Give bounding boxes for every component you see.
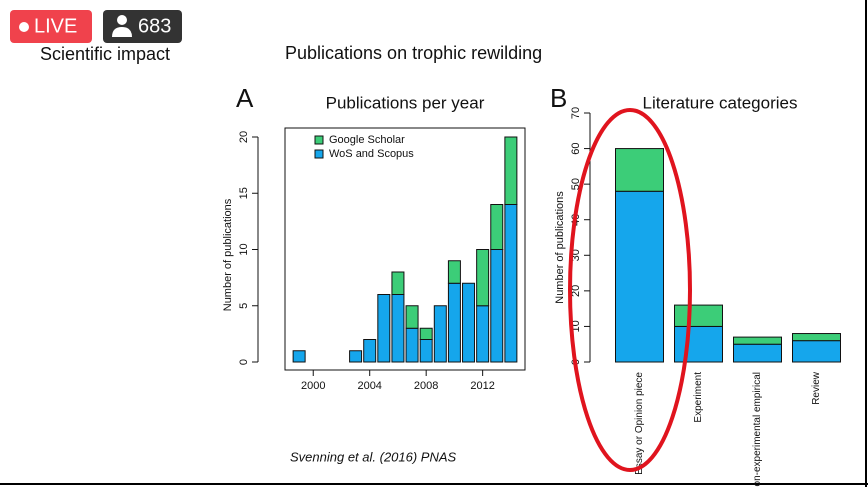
live-dot	[19, 22, 29, 32]
bar-segment	[405, 305, 419, 329]
legend-label: Google Scholar	[329, 134, 405, 146]
y-tick-label: 0	[238, 359, 250, 365]
bar-segment	[349, 350, 363, 363]
viewer-icon	[112, 27, 132, 37]
x-tick-label: 2012	[470, 380, 494, 392]
bar-segment	[733, 343, 782, 363]
citation: Svenning et al. (2016) PNAS	[290, 449, 457, 464]
bar-segment	[391, 271, 405, 295]
panel-label: A	[236, 83, 254, 113]
bar-segment	[419, 327, 433, 340]
chart-title: Literature categories	[643, 93, 798, 112]
y-tick-label: 20	[570, 285, 582, 297]
bar-segment	[363, 339, 377, 363]
y-tick-label: 5	[238, 303, 250, 309]
slide-title: Publications on trophic rewilding	[285, 43, 542, 63]
x-tick-label: 2004	[357, 380, 381, 392]
bar-segment	[419, 339, 433, 363]
chart-title: Publications per year	[326, 93, 485, 112]
y-tick-label: 70	[570, 107, 582, 119]
y-axis-label: Number of publications	[554, 191, 566, 304]
y-tick-label: 15	[238, 187, 250, 199]
bar-segment	[433, 305, 447, 363]
bar-segment	[292, 350, 306, 363]
bar-segment	[447, 282, 461, 363]
charts: A Publications per year Number of publicat…	[222, 83, 841, 487]
bar-segment	[733, 336, 782, 345]
x-category-label: Non-experimental empirical	[752, 372, 763, 487]
bar-segment	[674, 304, 723, 327]
bar-segment	[615, 190, 664, 363]
heading: Scientific impact	[40, 44, 170, 64]
bar-segment	[490, 204, 504, 250]
bar-segment	[674, 325, 723, 363]
bar-segment	[792, 333, 841, 342]
bar-segment	[792, 340, 841, 363]
highlight-ellipse	[568, 108, 692, 472]
live-badge-bg	[10, 10, 92, 43]
bar-segment	[391, 294, 405, 363]
viewer-count: 683	[138, 15, 171, 37]
legend-swatch	[314, 149, 324, 159]
x-category-label: Review	[811, 371, 822, 405]
live-badge: LIVE	[34, 15, 77, 37]
bar-segment	[615, 148, 664, 192]
y-tick-label: 10	[238, 243, 250, 255]
y-axis-label: Number of publications	[222, 198, 234, 311]
panel-label: B	[550, 83, 567, 113]
bar-segment	[476, 305, 490, 363]
y-tick-label: 20	[238, 131, 250, 143]
bar-segment	[504, 136, 518, 205]
bar-segment	[490, 249, 504, 363]
plot-frame	[284, 127, 526, 371]
legend-label: WoS and Scopus	[329, 148, 414, 160]
bar-segment	[462, 282, 476, 363]
legend-swatch	[314, 135, 324, 145]
bar-segment	[377, 294, 391, 363]
x-tick-label: 2008	[414, 380, 438, 392]
y-tick-label: 60	[570, 142, 582, 154]
bar-segment	[447, 260, 461, 284]
bar-segment	[504, 204, 518, 363]
x-category-label: Experiment	[693, 372, 704, 423]
bar-segment	[476, 249, 490, 307]
viewer-icon	[117, 15, 127, 25]
x-tick-label: 2000	[301, 380, 325, 392]
bar-segment	[405, 327, 419, 363]
x-category-label: Essay or Opinion piece	[634, 372, 645, 475]
